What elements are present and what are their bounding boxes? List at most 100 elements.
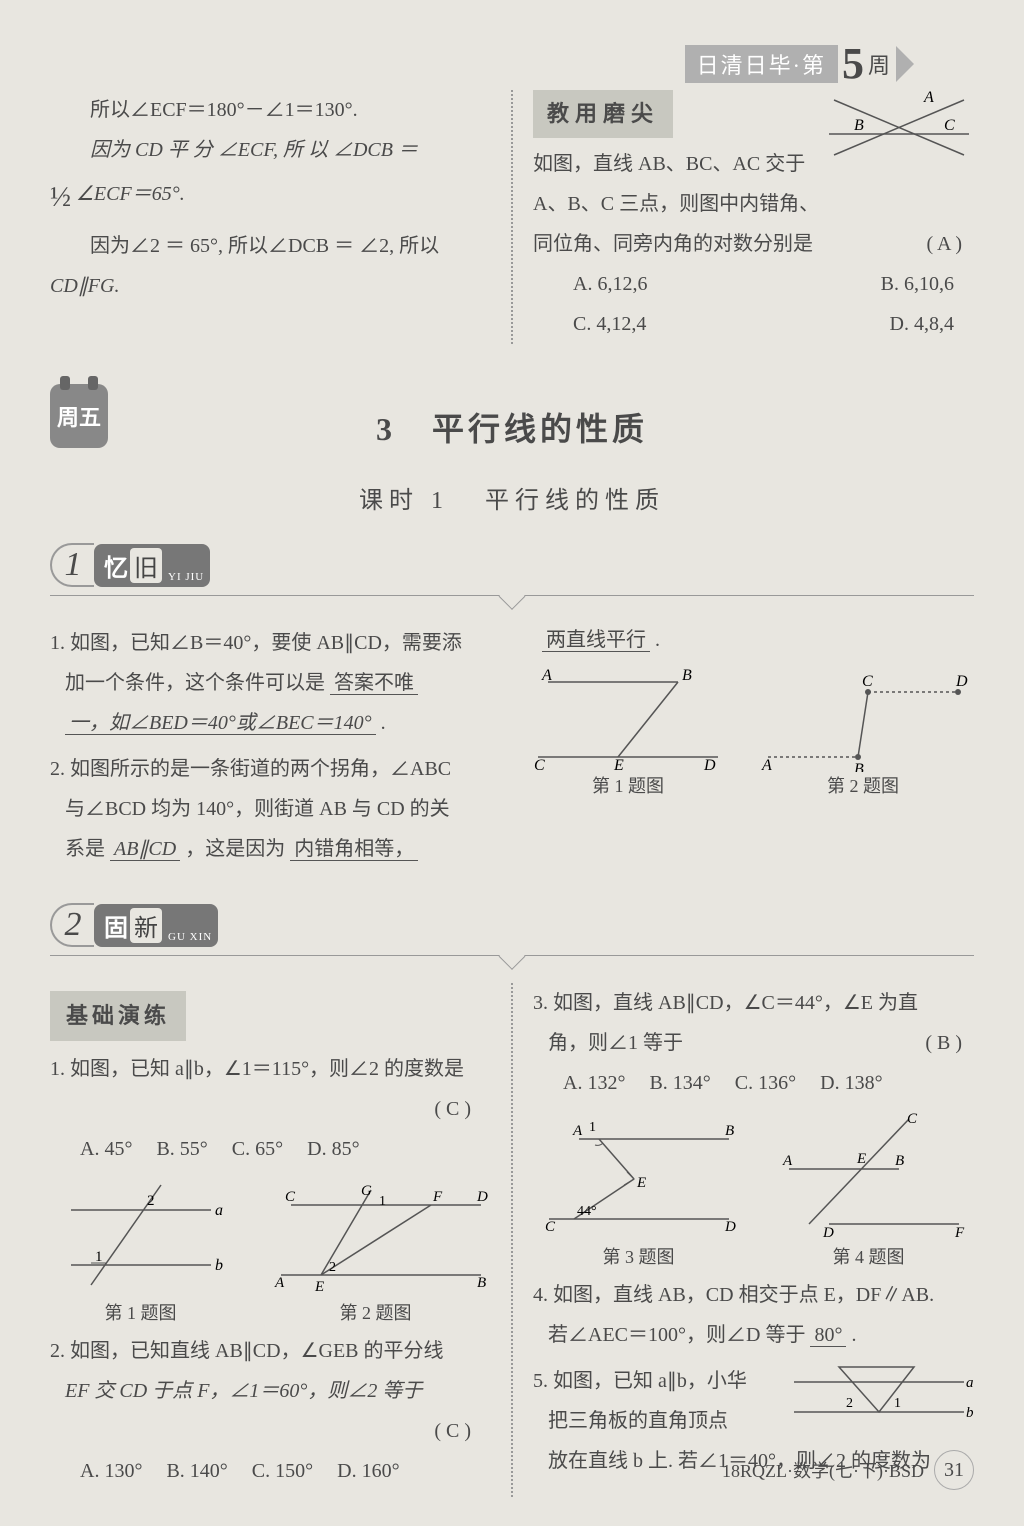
vertical-divider (511, 983, 513, 1497)
opt: C. 65° (232, 1129, 283, 1169)
lbl: E (613, 757, 624, 772)
fraction: ½ (50, 182, 71, 213)
banner-text: 日清日毕·第 (685, 45, 838, 83)
answer-blank: 答案不唯 (330, 672, 418, 695)
answer: ( B ) (925, 1023, 962, 1063)
q-text: 2. 如图所示的是一条街道的两个拐角，∠ABC (50, 758, 451, 780)
section-2-content: 基础演练 1. 如图，已知 a∥b，∠1＝115°，则∠2 的度数是 ( C )… (50, 983, 974, 1497)
options-row: A. 130° B. 140° C. 150° D. 160° (50, 1451, 491, 1491)
question-4: 4. 如图，直线 AB，CD 相交于点 E，DF∥AB. 若∠AEC＝100°，… (533, 1275, 974, 1355)
section-2-right: 3. 如图，直线 AB∥CD，∠C＝44°，∠E 为直 角，则∠1 等于 ( B… (533, 983, 974, 1497)
q-text: 若∠AEC＝100°，则∠D 等于 (548, 1324, 805, 1346)
badge-char-2: 旧 (130, 548, 162, 583)
q-text: 1. 如图，已知 a∥b，∠1＝115°，则∠2 的度数是 (50, 1058, 464, 1080)
figure-2: A B C D 第 2 题图 (758, 662, 968, 798)
subsection-header: 教用磨尖 (533, 90, 673, 138)
dot: . (381, 712, 386, 734)
opt: D. 160° (337, 1451, 399, 1491)
line: A、B、C 三点，则图中内错角、 (533, 184, 974, 224)
lbl: A (782, 1153, 793, 1169)
options-row: A. 45° B. 55° C. 65° D. 85° (50, 1129, 491, 1169)
solution-block: 所以∠ECF＝180°－∠1＝130°. 因为 CD 平 分 ∠ECF, 所 以… (50, 90, 491, 344)
section-num: 2 (50, 903, 94, 947)
line: 所以∠ECF＝180°－∠1＝130°. (50, 90, 491, 130)
question-2: 2. 如图，已知直线 AB∥CD，∠GEB 的平分线 EF 交 CD 于点 F，… (50, 1331, 491, 1491)
lbl: C (862, 673, 873, 690)
options-row: A. 132° B. 134° C. 136° D. 138° (533, 1063, 974, 1103)
line: 因为∠2 ＝ 65°, 所以∠DCB ＝ ∠2, 所以 (50, 226, 491, 266)
option-a: A. 6,12,6 (573, 264, 647, 304)
lbl: a (966, 1375, 974, 1391)
badge-text: 忆 旧 YI JIU (94, 544, 210, 587)
section-1-content: 1. 如图，已知∠B＝40°，要使 AB∥CD，需要添 加一个条件，这个条件可以… (50, 623, 974, 875)
q-text: 把三角板的直角顶点 (548, 1410, 728, 1432)
lbl: A (572, 1123, 583, 1139)
lbl: 1 (894, 1396, 901, 1411)
figures-row: a b 2 1 第 1 题图 C G F D A (50, 1175, 491, 1331)
subsection-header: 基础演练 (50, 991, 186, 1041)
fig-caption: 第 2 题图 (758, 772, 968, 798)
vertical-divider (511, 90, 513, 344)
question-2: 2. 如图所示的是一条街道的两个拐角，∠ABC 与∠BCD 均为 140°，则街… (50, 749, 502, 869)
opt: D. 138° (820, 1063, 882, 1103)
line: CD∥FG. (50, 266, 491, 306)
day-text: 周五 (57, 400, 101, 432)
options-row: C. 4,12,4 D. 4,8,4 (533, 304, 974, 344)
lbl: E (636, 1175, 646, 1191)
section-badge: 2 固 新 GU XIN (50, 903, 974, 947)
q-text: 5. 如图，已知 a∥b，小华 (533, 1370, 747, 1392)
pinyin: GU XIN (168, 931, 212, 943)
section-badge: 1 忆 旧 YI JIU (50, 543, 974, 587)
fig-svg: a b 2 1 (784, 1357, 974, 1427)
curly-divider-icon (50, 595, 974, 613)
line: ½ ∠ECF＝65°. (50, 170, 491, 226)
dot: . (851, 1324, 856, 1346)
q-text: 角，则∠1 等于 (548, 1032, 683, 1054)
lbl: a (215, 1202, 223, 1219)
opt: B. 134° (649, 1063, 710, 1103)
lbl: 2 (846, 1396, 853, 1411)
q-text: ，这是因为 (185, 838, 285, 860)
quiz-block: 教用磨尖 A B C 如图，直线 AB、BC、AC 交于 A、B、C 三点，则图… (533, 90, 974, 344)
figure-1: a b 2 1 第 1 题图 (51, 1175, 231, 1331)
opt: A. 130° (80, 1451, 142, 1491)
lbl: F (954, 1225, 965, 1239)
lbl: A (541, 667, 552, 684)
lesson-title: 课时 1 平行线的性质 (50, 480, 974, 515)
figures-row: A B C D E 1 44° 第 3 题图 A B (533, 1109, 974, 1275)
opt: B. 55° (156, 1129, 207, 1169)
fig-caption: 第 4 题图 (769, 1239, 969, 1275)
lbl: D (724, 1219, 736, 1235)
lbl: D (955, 673, 968, 690)
section-1-right: 两直线平行 . A B C E D 第 1 题图 (522, 623, 974, 875)
badge-char-1: 固 (104, 908, 128, 943)
opt: A. 45° (80, 1129, 132, 1169)
figure-1: A B C E D 第 1 题图 (528, 662, 728, 798)
answer-blank: 一，如∠BED＝40°或∠BEC＝140° (65, 712, 376, 735)
line-part: 同位角、同旁内角的对数分别是 (533, 233, 813, 255)
week-label: 周 (868, 48, 890, 80)
lbl: b (215, 1257, 223, 1274)
q-text: 3. 如图，直线 AB∥CD，∠C＝44°，∠E 为直 (533, 992, 918, 1014)
q-text: 系是 (65, 838, 105, 860)
chapter-name: 平行线的性质 (432, 411, 648, 447)
footer-code: 18RQZL·数学(七·下)·BSD (722, 1457, 924, 1483)
answer-blank: 内错角相等， (290, 838, 418, 861)
banner-arrow-icon (896, 46, 914, 82)
section-1-left: 1. 如图，已知∠B＝40°，要使 AB∥CD，需要添 加一个条件，这个条件可以… (50, 623, 502, 875)
lbl: b (966, 1405, 974, 1421)
question-3: 3. 如图，直线 AB∥CD，∠C＝44°，∠E 为直 角，则∠1 等于 ( B… (533, 983, 974, 1103)
option-b: B. 6,10,6 (881, 264, 954, 304)
question-1: 1. 如图，已知∠B＝40°，要使 AB∥CD，需要添 加一个条件，这个条件可以… (50, 623, 502, 743)
lbl: 44° (577, 1204, 597, 1219)
top-section: 所以∠ECF＝180°－∠1＝130°. 因为 CD 平 分 ∠ECF, 所 以… (50, 90, 974, 344)
lbl: E (314, 1279, 324, 1295)
option-c: C. 4,12,4 (573, 304, 646, 344)
fig-svg: a b 2 1 (51, 1175, 231, 1295)
lbl: B (854, 761, 864, 772)
day-badge: 周五 (50, 384, 108, 448)
option-d: D. 4,8,4 (890, 304, 954, 344)
figure-3: A B C D E 1 44° 第 3 题图 (539, 1109, 739, 1275)
fig-svg: A B C D E 1 44° (539, 1109, 739, 1239)
fig-caption: 第 3 题图 (539, 1239, 739, 1275)
